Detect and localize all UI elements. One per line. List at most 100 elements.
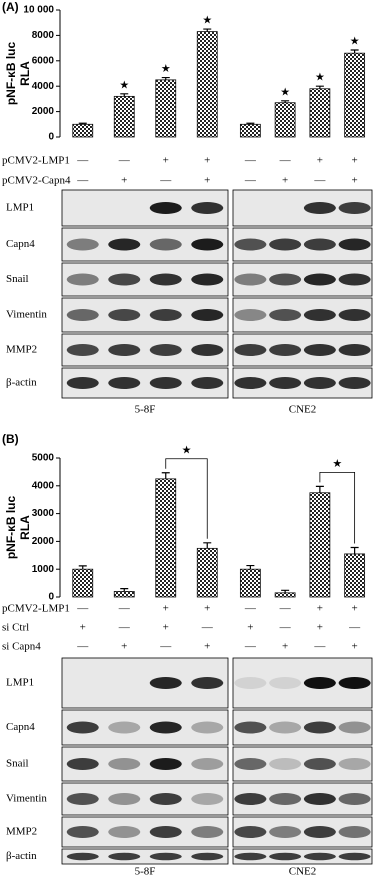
bar (274, 592, 296, 598)
panel-label: (B) (2, 432, 19, 446)
blot-band (303, 677, 336, 689)
y-tick-label: 4000 (32, 480, 55, 491)
condition-sign: — (244, 641, 257, 653)
group-label: CNE2 (289, 404, 317, 416)
blot-band (269, 758, 302, 770)
bracket-star: ★ (332, 458, 342, 470)
blot-band (338, 202, 371, 214)
blot-band (303, 758, 336, 770)
blot-band (338, 273, 371, 286)
condition-sign: + (163, 603, 169, 615)
bar (72, 568, 94, 598)
bar (239, 123, 261, 138)
y-tick-label: 8000 (32, 30, 55, 41)
blot-band (66, 238, 99, 251)
blot-band (108, 793, 141, 805)
blot-band (234, 793, 267, 805)
blot-band (338, 852, 371, 861)
bar (155, 79, 177, 138)
condition-sign: — (279, 622, 292, 634)
blot-band (303, 202, 336, 214)
bar (344, 553, 366, 598)
y-tick-label: 1000 (32, 564, 55, 575)
blot-band (234, 852, 267, 861)
blot-band (303, 721, 336, 734)
blot-band (149, 309, 182, 321)
y-tick-label: 4000 (32, 81, 55, 92)
blot-band (66, 344, 99, 356)
blot-band (108, 309, 141, 321)
blot-band (269, 852, 302, 861)
blot-band (338, 377, 371, 389)
blot-band (149, 377, 182, 389)
blot-band (338, 344, 371, 356)
significance-star: ★ (119, 79, 129, 91)
bar (113, 95, 135, 138)
condition-sign: + (317, 603, 323, 615)
blot-band (108, 721, 141, 734)
blot-band (149, 852, 182, 861)
condition-name: si Ctrl (2, 622, 29, 634)
significance-star: ★ (280, 86, 290, 98)
blot-band (303, 826, 336, 838)
condition-sign: — (244, 175, 257, 187)
blot-band (149, 238, 182, 251)
blot-band (338, 721, 371, 734)
blot-band (234, 344, 267, 356)
blot-band (66, 852, 99, 861)
blot-band (269, 344, 302, 356)
condition-sign: + (204, 155, 210, 167)
blot-band (191, 238, 224, 251)
y-tick-label: 3000 (32, 508, 55, 519)
condition-sign: — (279, 155, 292, 167)
blot-band (269, 309, 302, 321)
blot-band (338, 677, 371, 689)
blot-row-label: Snail (6, 758, 29, 770)
error-bar (203, 542, 212, 549)
bar (113, 591, 135, 598)
blot-band (191, 758, 224, 770)
condition-sign: — (118, 603, 131, 615)
blot-row-label: LMP1 (6, 202, 34, 214)
condition-sign: + (352, 155, 358, 167)
y-tick-label: 5000 (32, 453, 55, 464)
blot-band (269, 238, 302, 251)
condition-sign: — (76, 641, 89, 653)
condition-sign: + (204, 603, 210, 615)
blot-band (269, 273, 302, 286)
condition-sign: — (118, 155, 131, 167)
blot-band (149, 273, 182, 286)
blot-band (234, 377, 267, 389)
y-axis-label: pNF-κB luc (4, 496, 18, 560)
condition-sign: — (118, 622, 131, 634)
blot-band (234, 309, 267, 321)
blot-row-label: Capn4 (6, 721, 35, 733)
y-tick-label: 10 000 (23, 5, 54, 16)
blot-band (234, 238, 267, 251)
blot-band (303, 273, 336, 286)
blot-band (149, 758, 182, 770)
blot-band (191, 852, 224, 861)
blot-panel (61, 848, 229, 865)
condition-sign: — (313, 641, 326, 653)
blot-band (234, 677, 267, 689)
error-bar (315, 485, 324, 493)
error-bar (78, 122, 87, 125)
blot-row-label: β-actin (6, 377, 37, 389)
condition-sign: + (163, 155, 169, 167)
blot-band (66, 309, 99, 321)
significance-star: ★ (350, 36, 360, 48)
blot-band (191, 273, 224, 286)
condition-sign: — (313, 175, 326, 187)
blot-row-label: Vimentin (6, 793, 47, 805)
bar (309, 88, 331, 138)
y-tick-label: 0 (48, 132, 54, 143)
blot-band (269, 677, 302, 689)
bar (309, 492, 331, 598)
group-label: CNE2 (289, 866, 317, 876)
condition-sign: + (80, 622, 86, 634)
error-bar (161, 76, 170, 80)
condition-sign: + (352, 603, 358, 615)
blot-row-label: Snail (6, 273, 29, 285)
blot-band (108, 344, 141, 356)
